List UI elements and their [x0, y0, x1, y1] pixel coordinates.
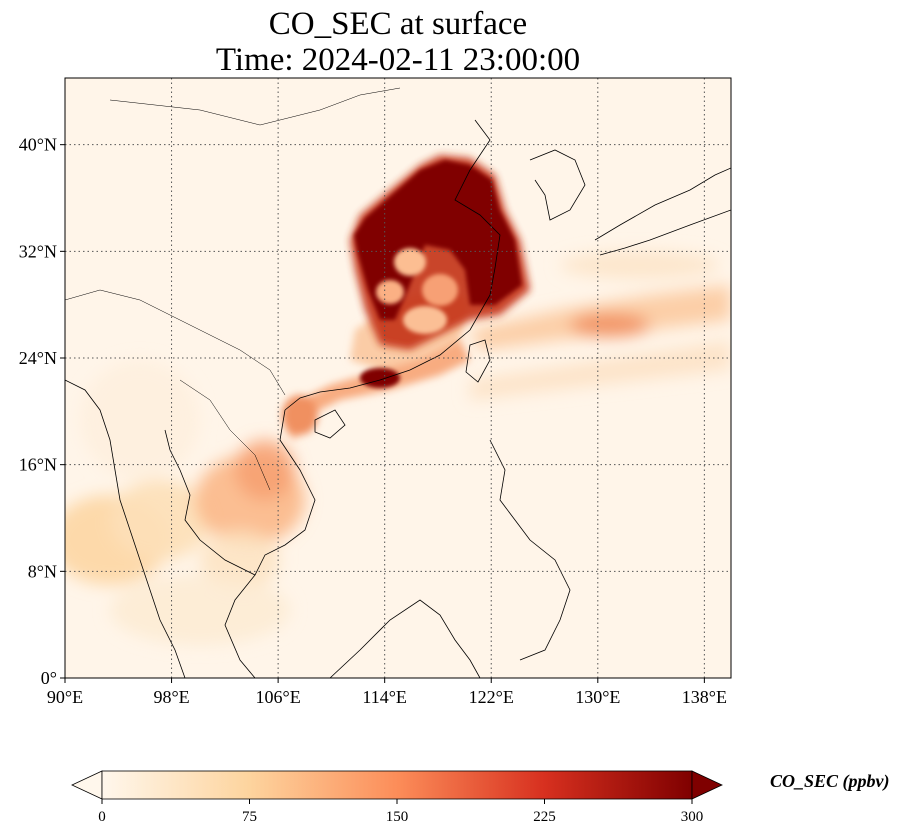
korea-coast	[529, 149, 586, 221]
y-tick-label: 32°N	[19, 241, 57, 261]
x-tick-label: 106°E	[256, 687, 301, 707]
borneo-coast	[329, 599, 481, 678]
colorbar-tick-label: 150	[386, 809, 409, 825]
japan-coast	[594, 167, 731, 256]
map-frame	[64, 77, 732, 679]
x-tick-label: 130°E	[575, 687, 620, 707]
indochina-coast	[224, 409, 316, 678]
colorbar-tick-label: 75	[242, 809, 257, 825]
colorbar-ticks: 0 75 150 225 300	[98, 799, 703, 825]
hainan-coast	[314, 409, 346, 439]
colorbar: 0 75 150 225 300 CO_SEC (ppbv)	[71, 770, 890, 825]
x-axis-ticks: 90°E 98°E 106°E 114°E 122°E 130°E 138°E	[47, 678, 727, 707]
x-tick-label: 98°E	[153, 687, 189, 707]
coastlines	[65, 87, 731, 678]
map-title: CO_SEC at surface	[268, 6, 528, 42]
y-axis-ticks: 0° 8°N 16°N 24°N 32°N 40°N	[19, 135, 65, 688]
x-tick-label: 138°E	[682, 687, 727, 707]
map-timestamp: Time: 2024-02-11 23:00:00	[215, 42, 581, 78]
y-tick-label: 8°N	[28, 561, 57, 581]
colorbar-label: CO_SEC (ppbv)	[770, 771, 890, 792]
x-tick-label: 90°E	[47, 687, 83, 707]
map-gridlines	[65, 78, 731, 678]
x-tick-label: 122°E	[469, 687, 514, 707]
y-tick-label: 0°	[41, 668, 57, 688]
y-tick-label: 40°N	[19, 135, 57, 155]
colorbar-extend-high	[691, 770, 723, 800]
eastern-china-core-plume	[350, 155, 530, 388]
burma-coast	[65, 379, 186, 678]
taiwan-coast	[465, 339, 491, 383]
colorbar-tick-label: 300	[681, 809, 704, 825]
philippines-coast	[489, 439, 571, 661]
colorbar-tick-label: 0	[98, 809, 106, 825]
y-tick-label: 16°N	[19, 455, 57, 475]
y-tick-label: 24°N	[19, 348, 57, 368]
colorbar-tick-label: 225	[533, 809, 556, 825]
gulf-thailand-coast	[164, 429, 256, 576]
map-panel	[65, 78, 731, 678]
pacific-outflow-plume	[470, 251, 731, 400]
china-coast	[284, 119, 501, 411]
indochina-haze-plume	[65, 360, 305, 645]
colorbar-gradient	[101, 770, 693, 800]
colorbar-extend-low	[71, 770, 103, 800]
x-tick-label: 114°E	[362, 687, 407, 707]
inland-borders	[65, 87, 401, 491]
